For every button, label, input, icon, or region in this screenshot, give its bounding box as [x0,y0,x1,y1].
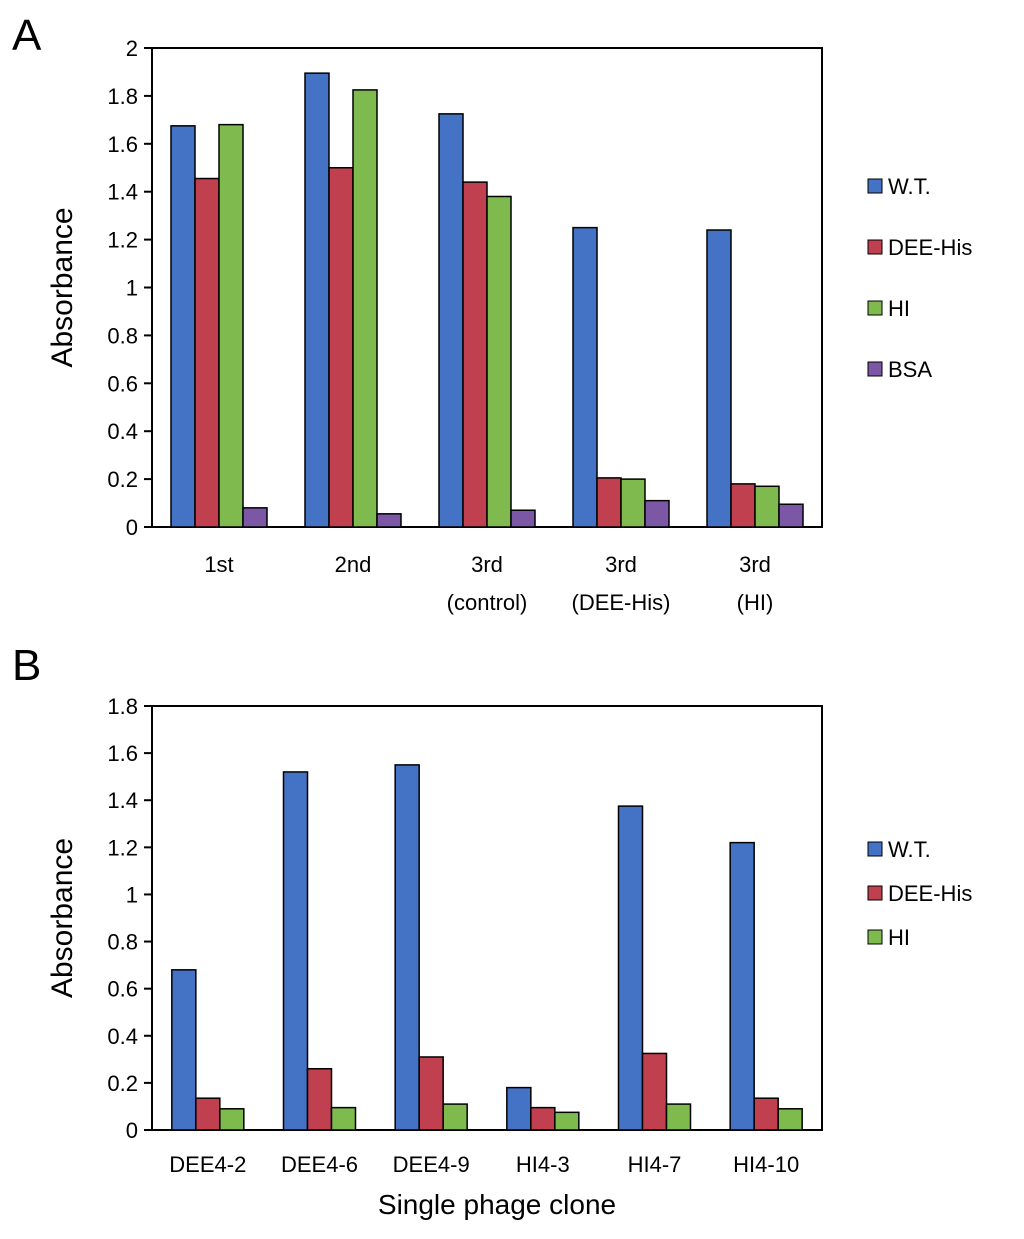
legend-label: HI [888,296,910,321]
legend-label: W.T. [888,837,931,862]
panel-b: B 0 0.2 0.4 0.6 0.8 1 1.2 1.4 1.6 1.8 Absorbance DEE… [12,641,972,1220]
y-axis-label: Absorbance [46,838,79,998]
x-tick-label: DEE4-9 [393,1152,470,1177]
x-tick-label: HI4-10 [733,1152,799,1177]
bar-dee-his-3 [462,181,488,528]
panel-a: A 0 0.2 0.4 0.6 0.8 1 1.2 1.4 1.6 1.8 2 Absorbance 1s… [12,11,972,615]
legend-swatch [867,841,883,857]
bar-w-t-1 [170,125,196,528]
y-tick-label: 0 [126,1118,138,1143]
x-tick-label: DEE4-2 [169,1152,246,1177]
y-tick-label: 1.6 [107,132,138,157]
legend: W.T. DEE-His HI [867,837,972,950]
bar-dee-his-1 [195,1097,221,1131]
x-tick-label: 3rd [739,552,771,577]
y-axis-label: Absorbance [46,207,79,367]
legend-label: HI [888,925,910,950]
bar-w-t-3 [438,113,464,528]
bar-hi-1 [218,123,244,528]
x-tick-label: 3rd [471,552,503,577]
bar-dee-his-4 [596,477,622,528]
bar-hi-6 [777,1108,803,1131]
y-tick-label: 0.6 [107,371,138,396]
x-tick-label: 3rd [605,552,637,577]
bar-hi-2 [330,1106,357,1131]
bar-w-t-4 [572,226,598,528]
bar-hi-4 [620,478,646,528]
panel-letter: B [12,641,41,690]
legend-swatch [867,929,883,945]
bar-hi-3 [486,195,512,528]
bar-bsa-1 [242,507,268,528]
legend-swatch [867,300,883,316]
y-tick-label: 1.2 [107,228,138,253]
bar-dee-his-4 [530,1106,556,1131]
bar-w-t-5 [617,805,644,1131]
bar-bsa-3 [510,509,536,528]
bar-w-t-1 [171,969,197,1131]
x-tick-label: 2nd [335,552,372,577]
y-tick-label: 0.4 [107,419,138,444]
bar-hi-3 [442,1103,468,1131]
legend-swatch [867,178,883,194]
bar-w-t-6 [729,841,755,1131]
plot-frame [151,705,823,1131]
bar-w-t-4 [506,1086,532,1131]
y-tick-label: 0.8 [107,930,138,955]
bar-dee-his-5 [730,483,756,528]
bar-bsa-5 [778,503,804,528]
x-tick-label: 1st [204,552,233,577]
y-tick-label: 0.2 [107,467,138,492]
y-tick-label: 1.4 [107,180,138,205]
bar-hi-1 [219,1108,245,1131]
y-tick-label: 0 [126,515,138,540]
y-tick-label: 0.6 [107,977,138,1002]
x-tick-label: DEE4-6 [281,1152,358,1177]
bar-bsa-2 [376,513,402,528]
legend-label: BSA [888,357,932,382]
y-tick-label: 1.4 [107,788,138,813]
bar-dee-his-3 [418,1056,444,1131]
bar-w-t-3 [394,764,420,1131]
bar-w-t-2 [282,771,309,1131]
panel-letter: A [12,11,42,60]
bar-hi-2 [352,89,378,528]
bar-dee-his-2 [328,167,354,528]
bar-hi-4 [554,1111,580,1131]
bar-bsa-4 [644,499,670,528]
y-tick-label: 1.8 [107,84,138,109]
legend-label: DEE-His [888,881,972,906]
bar-dee-his-2 [306,1068,333,1131]
y-tick-label: 0.8 [107,323,138,348]
bar-hi-5 [665,1103,692,1131]
legend-swatch [867,361,883,377]
y-tick-label: 1.8 [107,694,138,719]
x-axis-label: Single phage clone [378,1189,616,1220]
y-tick-label: 1.2 [107,835,138,860]
bar-w-t-5 [706,229,732,528]
legend-swatch [867,885,883,901]
legend-swatch [867,239,883,255]
y-tick-label: 1.6 [107,741,138,766]
legend: W.T. DEE-His HI BSA [867,174,972,382]
bar-dee-his-5 [641,1052,668,1131]
x-tick-label: (HI) [737,590,774,615]
legend-label: DEE-His [888,235,972,260]
bar-w-t-2 [304,72,330,528]
x-tick-label: HI4-7 [628,1152,682,1177]
bar-hi-5 [754,485,780,528]
y-tick-label: 0.4 [107,1024,138,1049]
legend-label: W.T. [888,174,931,199]
y-tick-label: 0.2 [107,1071,138,1096]
y-tick-label: 2 [126,36,138,61]
bar-dee-his-1 [194,177,220,528]
x-tick-label: HI4-3 [516,1152,570,1177]
x-tick-label: (DEE-His) [572,590,671,615]
x-tick-label: (control) [447,590,528,615]
y-tick-label: 1 [126,276,138,301]
bar-dee-his-6 [753,1097,779,1131]
y-tick-label: 1 [126,882,138,907]
